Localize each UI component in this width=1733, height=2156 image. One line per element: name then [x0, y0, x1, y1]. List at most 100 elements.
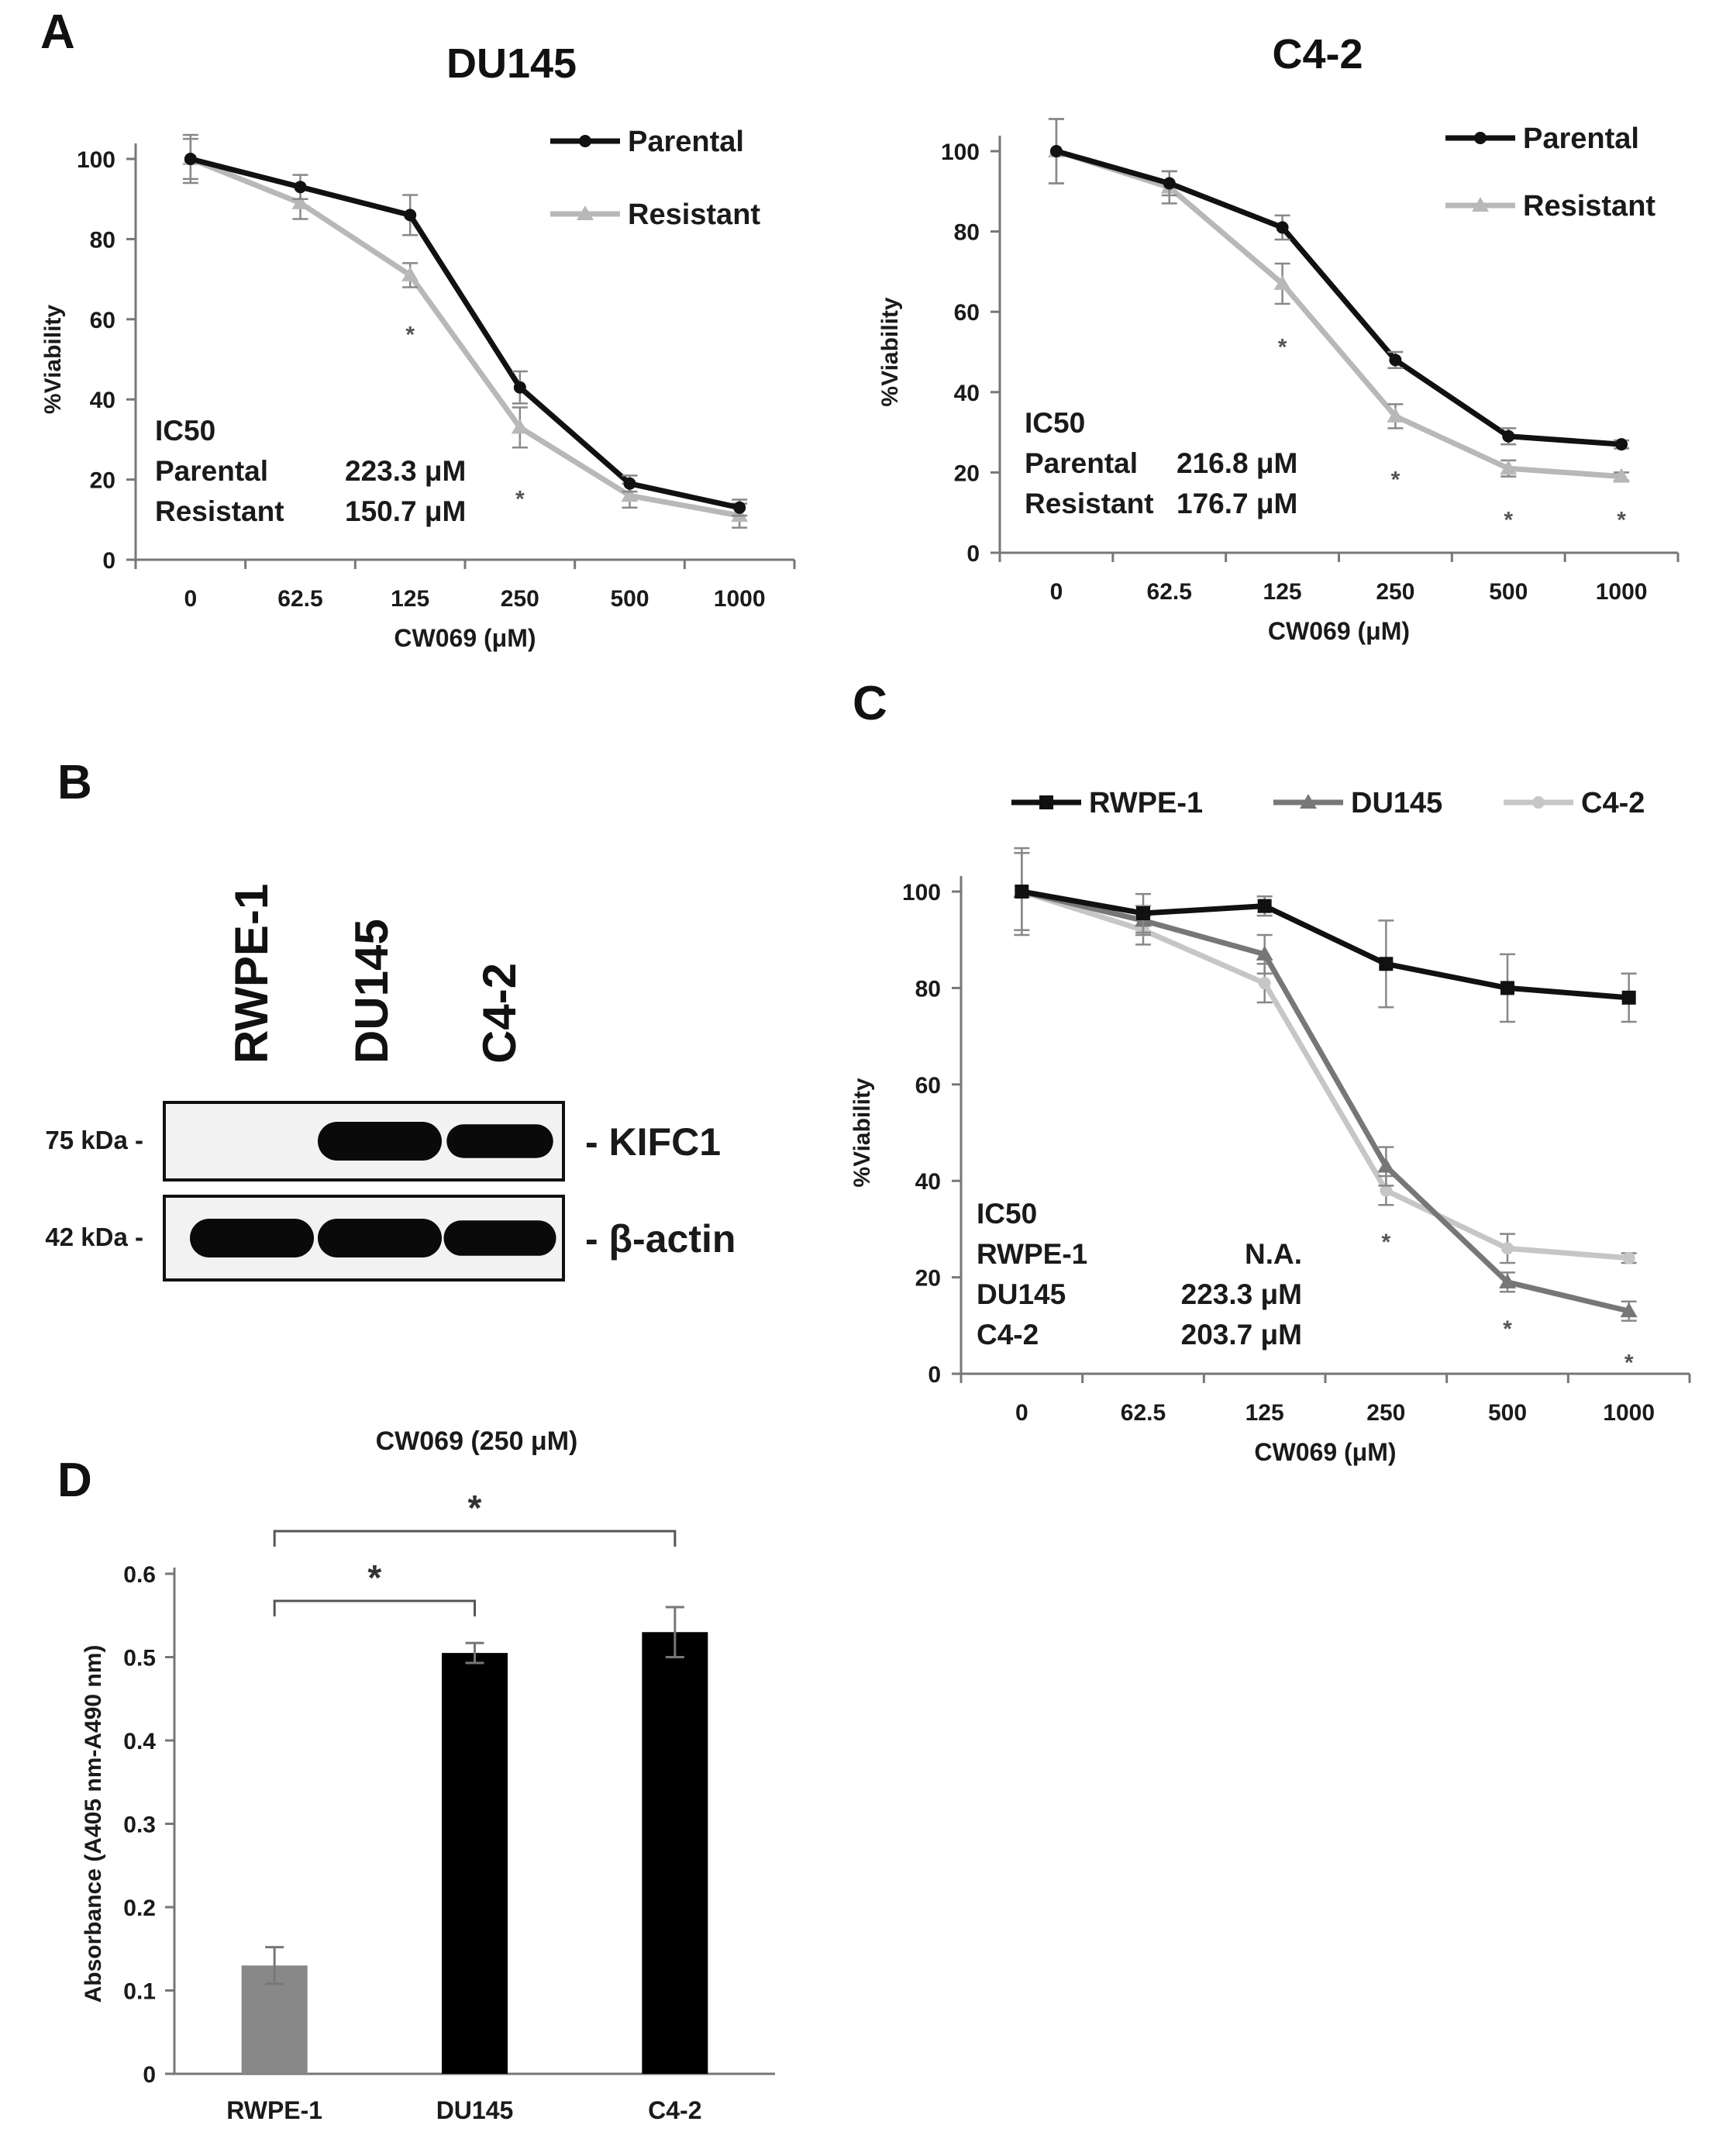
series-line-parental [189, 156, 740, 511]
legend-marker [577, 205, 594, 220]
ic50-row-value: N.A. [1245, 1238, 1302, 1270]
y-tick-label: 0.2 [123, 1896, 156, 1921]
x-axis-label: CW069 (μM) [394, 624, 536, 652]
y-tick-label: 20 [90, 468, 115, 494]
series-line-du145 [1021, 888, 1630, 1314]
data-point [1499, 1273, 1516, 1288]
series-line-resistant [189, 156, 740, 519]
legend-marker [1472, 197, 1489, 212]
x-tick-label: 0 [1015, 1400, 1028, 1426]
y-tick-label: 100 [941, 140, 980, 165]
significance-star: * [1278, 335, 1287, 360]
bar [642, 1632, 708, 2074]
significance-star: * [1391, 467, 1401, 493]
chart-title: CW069 (250 μM) [376, 1426, 578, 1456]
data-point [1257, 899, 1272, 913]
x-tick-label: 500 [610, 586, 649, 612]
ic50-row-label: Parental [1025, 447, 1138, 479]
significance-star: * [1504, 507, 1513, 533]
y-tick-label: 40 [915, 1169, 941, 1195]
data-point [1380, 1184, 1393, 1197]
y-tick-label: 60 [954, 300, 980, 326]
bar [442, 1653, 508, 2074]
significance-bracket [273, 1530, 677, 1547]
legend-label: Parental [1523, 122, 1639, 155]
y-tick-label: 100 [902, 880, 941, 906]
y-tick-label: 20 [915, 1266, 941, 1292]
y-axis-label: %Viability [40, 305, 66, 414]
data-point [1502, 429, 1515, 443]
ic50-heading: IC50 [977, 1198, 1037, 1230]
data-point [1049, 145, 1063, 157]
legend-label: C4-2 [1581, 787, 1645, 819]
significance-star: * [1617, 507, 1626, 533]
data-point [1377, 1157, 1395, 1173]
ic50-row-label: C4-2 [977, 1319, 1039, 1351]
y-tick-label: 80 [90, 227, 115, 253]
x-tick-label: 1000 [1596, 579, 1648, 605]
data-point [1379, 957, 1394, 971]
data-point [1613, 467, 1631, 483]
y-tick-label: 0 [143, 2062, 156, 2088]
x-tick-label: RWPE-1 [226, 2096, 322, 2124]
data-point [1163, 177, 1176, 190]
y-tick-label: 0 [966, 541, 980, 567]
data-point [1622, 1251, 1635, 1264]
significance-star: * [1381, 1230, 1390, 1255]
data-point [1501, 1242, 1514, 1255]
blot-band [318, 1219, 442, 1257]
data-point [1256, 945, 1273, 961]
ic50-heading: IC50 [155, 415, 215, 447]
data-point [621, 487, 639, 502]
significance-star: * [405, 322, 415, 347]
legend-label: DU145 [1351, 787, 1442, 819]
x-tick-label: DU145 [436, 2096, 514, 2124]
data-point [184, 153, 197, 165]
ic50-row-label: DU145 [977, 1278, 1066, 1310]
x-tick-label: 62.5 [1147, 579, 1192, 605]
data-point [1387, 407, 1404, 423]
y-tick-label: 0.3 [123, 1813, 156, 1838]
ic50-row-label: Parental [155, 455, 268, 487]
panel-label-d: D [57, 1454, 92, 1507]
y-tick-label: 20 [954, 461, 980, 486]
y-axis-label: %Viability [849, 1078, 875, 1187]
x-tick-label: 62.5 [277, 586, 322, 612]
blot-band [443, 1220, 556, 1256]
protein-label: - KIFC1 [585, 1120, 721, 1164]
data-point [401, 266, 419, 281]
western-blot: RWPE-1 DU145 C4-2 75 kDa - - KIFC1 42 kDa - - … [45, 884, 736, 1282]
x-tick-label: 125 [1263, 579, 1302, 605]
y-tick-label: 80 [915, 976, 941, 1002]
lane-label: RWPE-1 [226, 884, 277, 1064]
ic50-row-value: 216.8 μM [1177, 447, 1297, 479]
y-tick-label: 0.1 [123, 1979, 156, 2005]
significance-star: * [1503, 1316, 1512, 1342]
data-point [1273, 274, 1291, 290]
data-point [1389, 354, 1402, 367]
legend-label: Resistant [628, 198, 760, 231]
x-tick-label: 0 [184, 586, 197, 612]
legend-marker [1300, 794, 1317, 809]
legend-marker [1532, 796, 1545, 809]
data-point [733, 501, 746, 514]
significance-bracket [273, 1599, 476, 1616]
series-line-c4-2 [1021, 888, 1629, 1261]
x-tick-label: 1000 [1603, 1400, 1655, 1426]
ic50-row-value: 203.7 μM [1181, 1319, 1302, 1351]
data-point [511, 419, 529, 434]
y-axis-label: Absorbance (A405 nm-A490 nm) [81, 1645, 106, 2003]
ic50-heading: IC50 [1025, 407, 1085, 439]
kda-marker-label: 42 kDa - [45, 1223, 143, 1251]
data-point [1258, 977, 1271, 990]
y-tick-label: 0.4 [123, 1729, 156, 1754]
data-point [1276, 221, 1289, 234]
y-tick-label: 0.5 [123, 1646, 156, 1671]
x-tick-label: C4-2 [648, 2096, 701, 2124]
blot-band [446, 1124, 553, 1158]
lane-label: C4-2 [474, 963, 525, 1064]
ic50-row-label: RWPE-1 [977, 1238, 1087, 1270]
